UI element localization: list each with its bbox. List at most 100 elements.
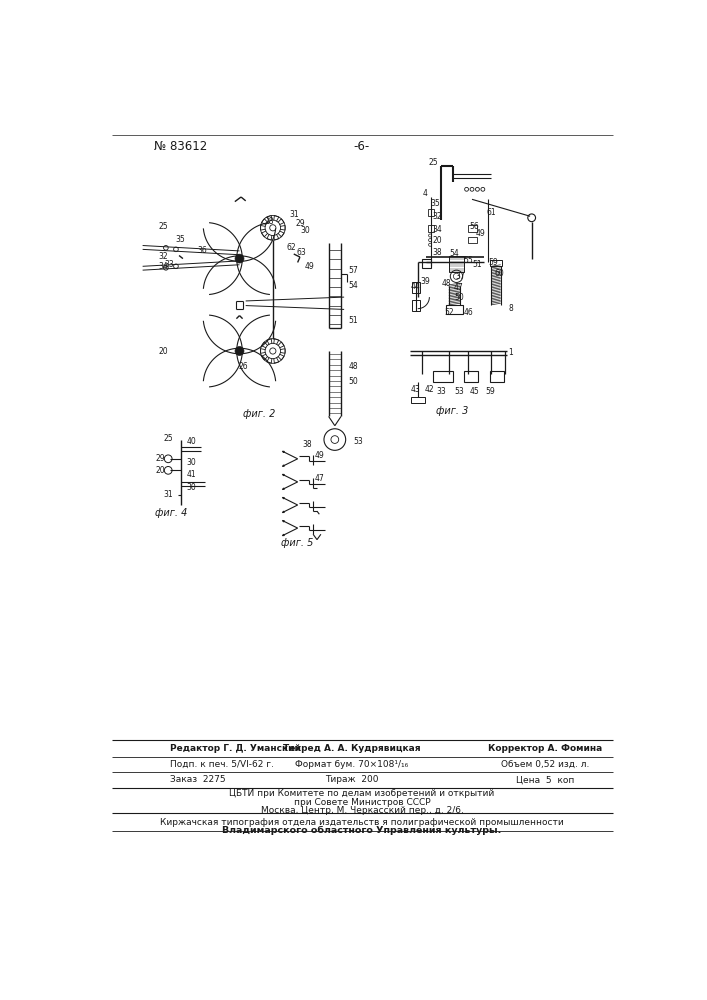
Text: 51: 51	[349, 316, 358, 325]
FancyBboxPatch shape	[433, 371, 452, 382]
Text: 53: 53	[354, 437, 363, 446]
Text: 46: 46	[463, 308, 473, 317]
FancyBboxPatch shape	[468, 237, 477, 243]
Text: 50: 50	[454, 293, 464, 302]
Text: 30: 30	[187, 483, 197, 492]
Text: 25: 25	[158, 222, 168, 231]
Text: 31: 31	[289, 210, 298, 219]
Text: 36: 36	[197, 246, 207, 255]
FancyBboxPatch shape	[412, 300, 420, 311]
Text: 56: 56	[469, 222, 479, 231]
FancyBboxPatch shape	[428, 225, 434, 232]
FancyBboxPatch shape	[428, 209, 434, 216]
Text: № 83612: № 83612	[154, 140, 207, 153]
Text: 20: 20	[156, 466, 165, 475]
Text: 25: 25	[163, 434, 173, 443]
Text: ЦБТИ при Комитете по делам изобретений и открытий: ЦБТИ при Комитете по делам изобретений и…	[229, 789, 495, 798]
Text: 61: 61	[486, 208, 496, 217]
Text: 45: 45	[469, 387, 479, 396]
Circle shape	[283, 497, 285, 499]
Text: -6-: -6-	[354, 140, 370, 153]
Text: 34: 34	[158, 262, 168, 271]
Text: Объем 0,52 изд. л.: Объем 0,52 изд. л.	[501, 760, 590, 769]
Text: 29: 29	[156, 454, 165, 463]
Text: 52: 52	[444, 308, 454, 317]
Circle shape	[235, 254, 244, 263]
Text: 37: 37	[455, 272, 465, 281]
Text: 38: 38	[432, 248, 442, 257]
Text: 51: 51	[472, 260, 482, 269]
Text: 30: 30	[300, 226, 310, 235]
Text: 63: 63	[297, 248, 306, 257]
Text: 55: 55	[463, 256, 473, 265]
Circle shape	[283, 511, 285, 513]
Text: фиг. 5: фиг. 5	[281, 538, 314, 548]
Text: 34: 34	[432, 225, 442, 234]
Text: 31: 31	[163, 490, 173, 499]
Text: Тираж  200: Тираж 200	[325, 775, 379, 784]
Text: Заказ  2275: Заказ 2275	[170, 775, 226, 784]
Text: 38: 38	[302, 440, 312, 449]
Text: при Совете Министров СССР: при Совете Министров СССР	[293, 798, 431, 807]
Text: 59: 59	[488, 258, 498, 267]
Circle shape	[283, 451, 285, 453]
Circle shape	[283, 520, 285, 522]
Text: 49: 49	[315, 451, 325, 460]
Text: Киржачская типография отдела издательств я полиграфической промышленности: Киржачская типография отдела издательств…	[160, 818, 563, 827]
Text: 50: 50	[349, 377, 358, 386]
Circle shape	[283, 474, 285, 476]
Text: 47: 47	[454, 283, 464, 292]
Text: Цена  5  коп: Цена 5 коп	[516, 775, 575, 784]
Text: фиг. 4: фиг. 4	[155, 508, 187, 518]
Text: 54: 54	[450, 249, 459, 258]
Text: 35: 35	[431, 199, 440, 208]
Circle shape	[235, 347, 244, 355]
FancyBboxPatch shape	[412, 282, 420, 293]
Text: 40: 40	[187, 437, 197, 446]
FancyBboxPatch shape	[464, 371, 478, 382]
Text: 20: 20	[158, 347, 168, 356]
Text: 26: 26	[238, 362, 248, 371]
Text: 35: 35	[175, 235, 185, 244]
FancyBboxPatch shape	[449, 256, 464, 272]
Text: 54: 54	[349, 281, 358, 290]
FancyBboxPatch shape	[468, 225, 477, 232]
Text: Формат бум. 70×108¹/₁₆: Формат бум. 70×108¹/₁₆	[296, 760, 409, 769]
Text: 42: 42	[425, 385, 434, 394]
Text: 32: 32	[432, 212, 442, 221]
FancyBboxPatch shape	[490, 260, 502, 266]
Text: 28: 28	[264, 217, 274, 226]
Text: 49: 49	[476, 229, 486, 238]
Text: фиг. 3: фиг. 3	[436, 406, 469, 416]
Text: фиг. 2: фиг. 2	[243, 409, 275, 419]
FancyBboxPatch shape	[490, 371, 504, 382]
Text: 30: 30	[187, 458, 197, 467]
Text: 8: 8	[508, 304, 513, 313]
Circle shape	[283, 488, 285, 490]
Text: 48: 48	[442, 279, 451, 288]
Text: 62: 62	[286, 243, 296, 252]
Text: 1: 1	[508, 348, 513, 357]
Text: 41: 41	[187, 470, 197, 479]
Text: 44: 44	[411, 282, 420, 291]
Text: 39: 39	[421, 277, 431, 286]
Text: Техред А. А. Кудрявицкая: Техред А. А. Кудрявицкая	[283, 744, 421, 753]
Text: Москва, Центр, М. Черкасский пер., д. 2/6.: Москва, Центр, М. Черкасский пер., д. 2/…	[260, 806, 463, 815]
Text: 25: 25	[428, 158, 438, 167]
Text: 47: 47	[315, 474, 325, 483]
Text: 53: 53	[454, 387, 464, 396]
FancyBboxPatch shape	[421, 259, 431, 268]
Text: 33: 33	[436, 387, 446, 396]
Text: Корректор А. Фомина: Корректор А. Фомина	[489, 744, 603, 753]
Text: Владимарского областного Управления культуры.: Владимарского областного Управления куль…	[222, 826, 502, 835]
Text: Редактор Г. Д. Уманский: Редактор Г. Д. Уманский	[170, 744, 300, 753]
Text: Подп. к печ. 5/VI-62 г.: Подп. к печ. 5/VI-62 г.	[170, 760, 274, 769]
Text: 43: 43	[411, 385, 420, 394]
Circle shape	[283, 465, 285, 467]
Text: 57: 57	[349, 266, 358, 275]
Text: 49: 49	[305, 262, 314, 271]
Text: 4: 4	[423, 189, 428, 198]
Text: 29: 29	[295, 219, 305, 228]
Text: 32: 32	[158, 252, 168, 261]
Text: 33: 33	[165, 260, 175, 269]
